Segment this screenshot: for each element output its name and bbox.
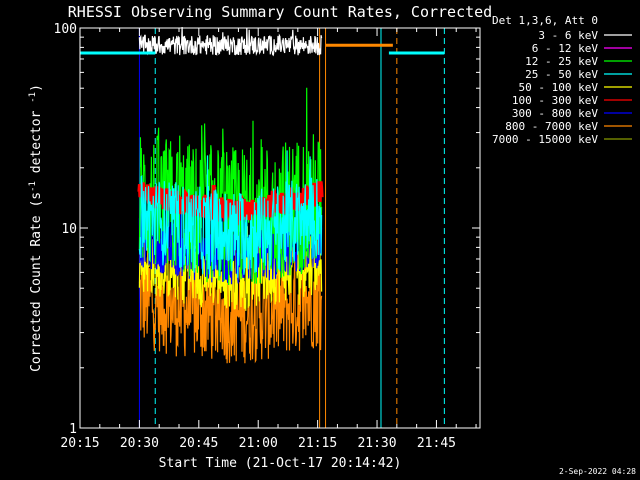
chart-title: RHESSI Observing Summary Count Rates, Co… [68, 3, 492, 21]
y-tick-label: 100 [54, 22, 77, 37]
generated-date: 2-Sep-2022 04:28 [559, 467, 636, 476]
legend-label-5: 100 - 300 keV [512, 94, 598, 107]
y-tick-label: 10 [61, 222, 77, 237]
y-axis-label: Corrected Count Rate (s-1 detector -1) [28, 84, 44, 372]
legend-label-3: 25 - 50 keV [525, 68, 598, 81]
series-trace-3 [138, 150, 323, 278]
x-tick-label: 20:45 [179, 436, 218, 451]
legend-label-6: 300 - 800 keV [512, 107, 598, 120]
y-axis-label-end: ) [29, 84, 44, 92]
x-tick-label: 21:45 [417, 436, 456, 451]
x-tick-label: 21:30 [357, 436, 396, 451]
legend-label-7: 800 - 7000 keV [505, 120, 598, 133]
series-trace-6 [138, 194, 323, 285]
y-tick-label: 1 [69, 422, 77, 437]
y-axis-label-sup: -1 [28, 92, 38, 103]
x-tick-label: 20:30 [120, 436, 159, 451]
plot-area: 1 10 100 20:15 20:30 20:45 21:00 21:15 21:30 21:4… [54, 22, 481, 451]
legend-label-2: 12 - 25 keV [525, 55, 598, 68]
legend-label-8: 7000 - 15000 keV [492, 133, 598, 146]
x-axis-label: Start Time (21-Oct-17 20:14:42) [159, 456, 402, 471]
legend-label-4: 50 - 100 keV [519, 81, 599, 94]
x-tick-label: 21:15 [298, 436, 337, 451]
series-trace-0 [138, 26, 323, 57]
legend-header: Det 1,3,6, Att 0 [492, 14, 598, 27]
legend-label-0: 3 - 6 keV [538, 29, 598, 42]
x-tick-label: 21:00 [239, 436, 278, 451]
x-tick-label: 20:15 [60, 436, 99, 451]
legend-label-1: 6 - 12 keV [532, 42, 599, 55]
